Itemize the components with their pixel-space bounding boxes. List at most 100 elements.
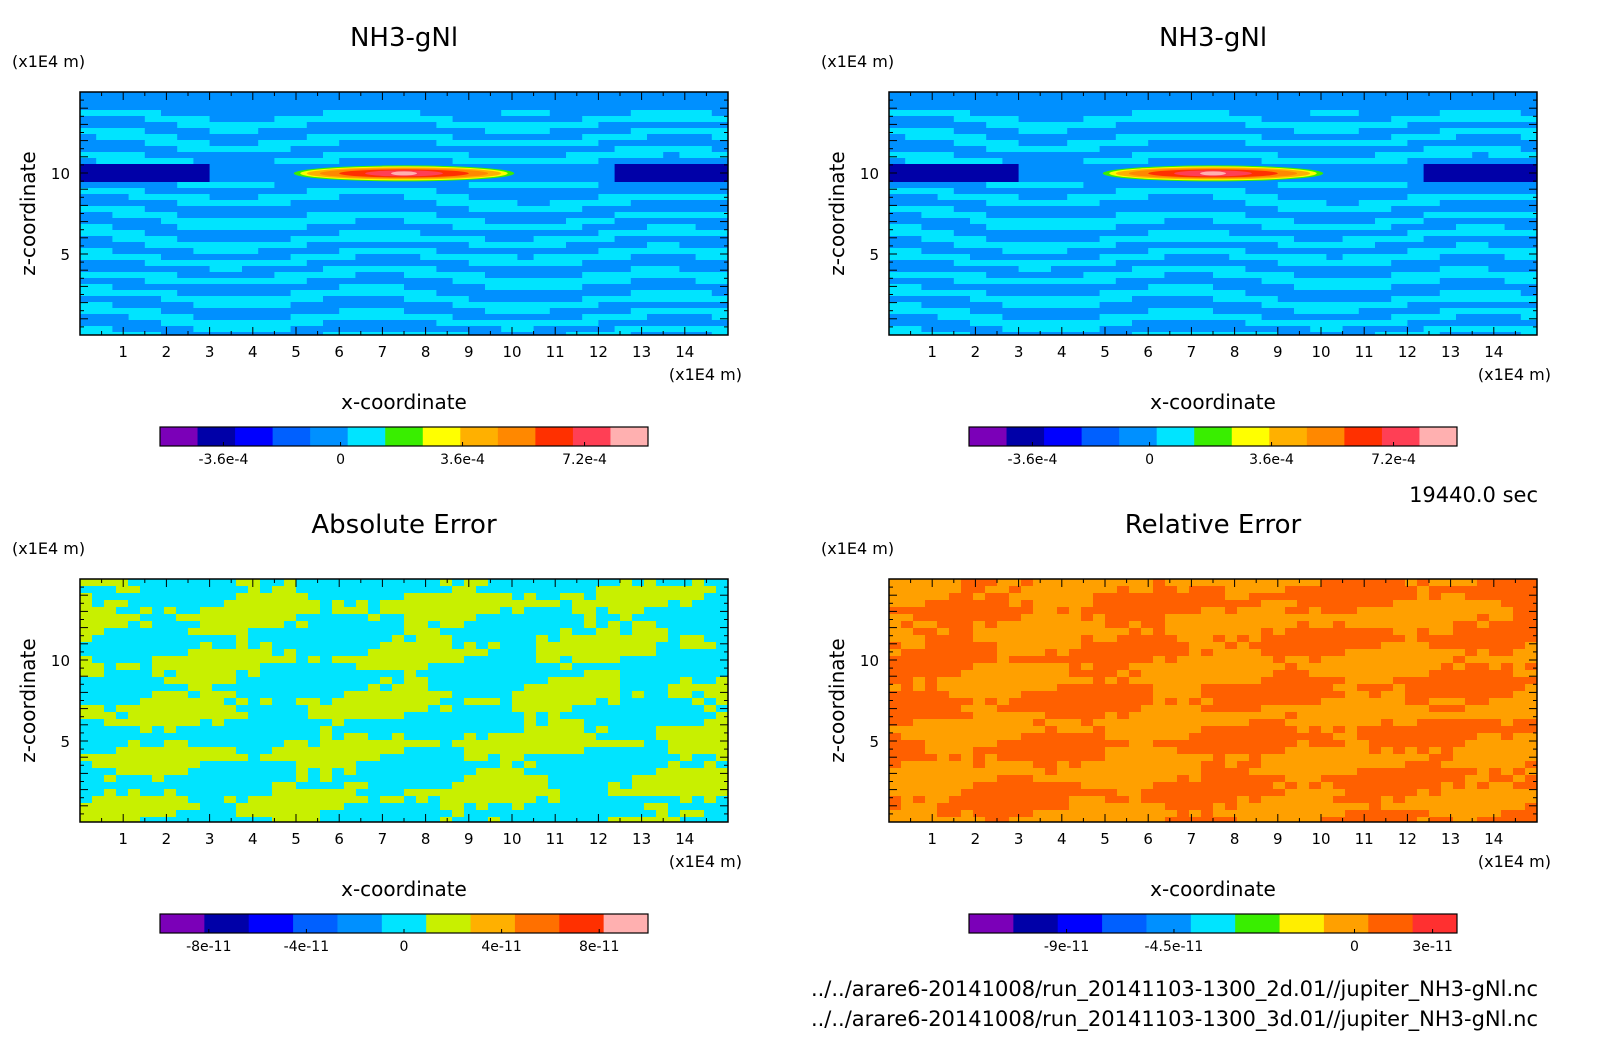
heatmap-cell [1148,308,1165,315]
heatmap-cell [371,188,389,195]
colorbar-swatch [422,427,461,446]
heatmap-cell [1407,236,1425,243]
heatmap-cell [679,152,697,159]
heatmap-cell [656,586,669,594]
colorbar-swatch [1006,427,1045,446]
heatmap-cell [1439,92,1457,99]
heatmap-cell [1342,200,1360,207]
heatmap-cell [258,188,275,195]
heatmap-cell [632,649,645,657]
heatmap-cell [1002,332,1020,335]
heatmap-cell [549,248,567,255]
heatmap-cell [323,122,340,129]
heatmap-cell [663,290,680,297]
heatmap-cell [1488,308,1506,315]
heatmap-cell [320,684,333,692]
heatmap-cell [1520,146,1537,153]
heatmap-cell [1423,218,1441,225]
heatmap-cell [647,260,664,267]
heatmap-cell [272,621,285,629]
heatmap-cell [1099,332,1117,335]
heatmap-cell [1520,284,1537,291]
heatmap-cell [296,614,309,622]
heatmap-cell [344,677,357,685]
heatmap-cell [572,691,585,699]
heatmap-cell [140,621,153,629]
heatmap-cell [644,579,657,587]
heatmap-cell [161,104,178,111]
heatmap-cell [1099,182,1117,189]
heatmap-cell [596,656,609,664]
heatmap-cell [533,260,551,267]
heatmap-cell [306,104,324,111]
heatmap-cell [584,621,597,629]
heatmap-cell [225,206,243,213]
heatmap-cell [1504,146,1522,153]
heatmap-cell [1132,332,1149,335]
heatmap-cell [1164,212,1182,219]
heatmap-cell [485,296,502,303]
heatmap-cell [356,600,369,608]
heatmap-cell [452,308,470,315]
heatmap-cell [970,326,987,333]
heatmap-cell [112,158,130,165]
heatmap-cell [536,740,549,748]
heatmap-cell [1213,296,1230,303]
heatmap-cell [284,656,297,664]
heatmap-cell [436,110,454,117]
heatmap-cell [1391,128,1408,135]
heatmap-cell [436,92,454,99]
heatmap-cell [339,242,356,249]
heatmap-cell [663,272,680,279]
heatmap-cell [112,122,130,129]
heatmap-cell [464,649,477,657]
heatmap-cell [1423,104,1441,111]
heatmap-cell [1520,314,1537,321]
heatmap-cell [452,302,470,309]
heatmap-cell [716,649,728,657]
heatmap-cell [258,272,275,279]
heatmap-cell [356,747,369,755]
heatmap-cell [711,266,728,273]
heatmap-cell [630,266,648,273]
heatmap-cell [937,302,955,309]
heatmap-cell [620,635,633,643]
heatmap-cell [404,642,417,650]
heatmap-cell [986,116,1003,123]
heatmap-cell [258,146,275,153]
heatmap-cell [533,170,551,177]
heatmap-cell [209,302,227,309]
heatmap-cell [620,663,633,671]
colorbar-swatch [197,427,236,446]
heatmap-cell [630,134,648,141]
heatmap-cell [392,712,405,720]
heatmap-cell [572,635,585,643]
heatmap-cell [161,158,178,165]
heatmap-cell [387,134,405,141]
heatmap-cell [116,677,129,685]
heatmap-cell [193,170,211,177]
heatmap-cell [1407,110,1425,117]
heatmap-cell [704,628,717,636]
heatmap-cell [1407,326,1425,333]
heatmap-cell [668,656,681,664]
heatmap-cell [1439,176,1457,183]
heatmap-cell [1245,326,1263,333]
heatmap-cell [630,284,648,291]
heatmap-cell [112,248,130,255]
heatmap-cell [1488,134,1506,141]
heatmap-cell [80,698,93,706]
heatmap-cell [630,320,648,327]
heatmap-cell [436,320,454,327]
heatmap-cell [468,212,486,219]
heatmap-cell [517,170,535,177]
heatmap-cell [416,712,429,720]
heatmap-cell [500,663,513,671]
heatmap-cell [1002,128,1020,135]
heatmap-cell [986,128,1003,135]
heatmap-cell [1423,206,1441,213]
heatmap-cell [692,628,705,636]
heatmap-cell [1051,314,1068,321]
heatmap-cell [272,726,285,734]
heatmap-cell [608,684,621,692]
